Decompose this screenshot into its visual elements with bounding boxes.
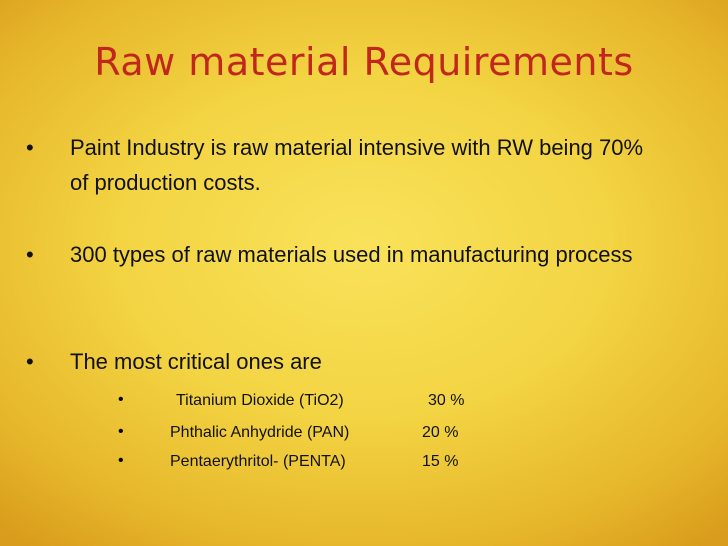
bullet: 300 types of raw materials used in manuf… [26, 237, 650, 272]
material-share: 15 % [422, 453, 459, 470]
slide-title: Raw material Requirements [94, 40, 634, 84]
material-name: Titanium Dioxide (TiO2) [176, 392, 344, 409]
material-share: 30 % [428, 392, 465, 409]
bullet: The most critical ones are [26, 344, 650, 379]
material-name: Pentaerythritol- (PENTA) [170, 453, 346, 470]
material-name: Phthalic Anhydride (PAN) [170, 424, 350, 441]
bullet: Paint Industry is raw material intensive… [26, 130, 650, 200]
material-share: 20 % [422, 424, 459, 441]
